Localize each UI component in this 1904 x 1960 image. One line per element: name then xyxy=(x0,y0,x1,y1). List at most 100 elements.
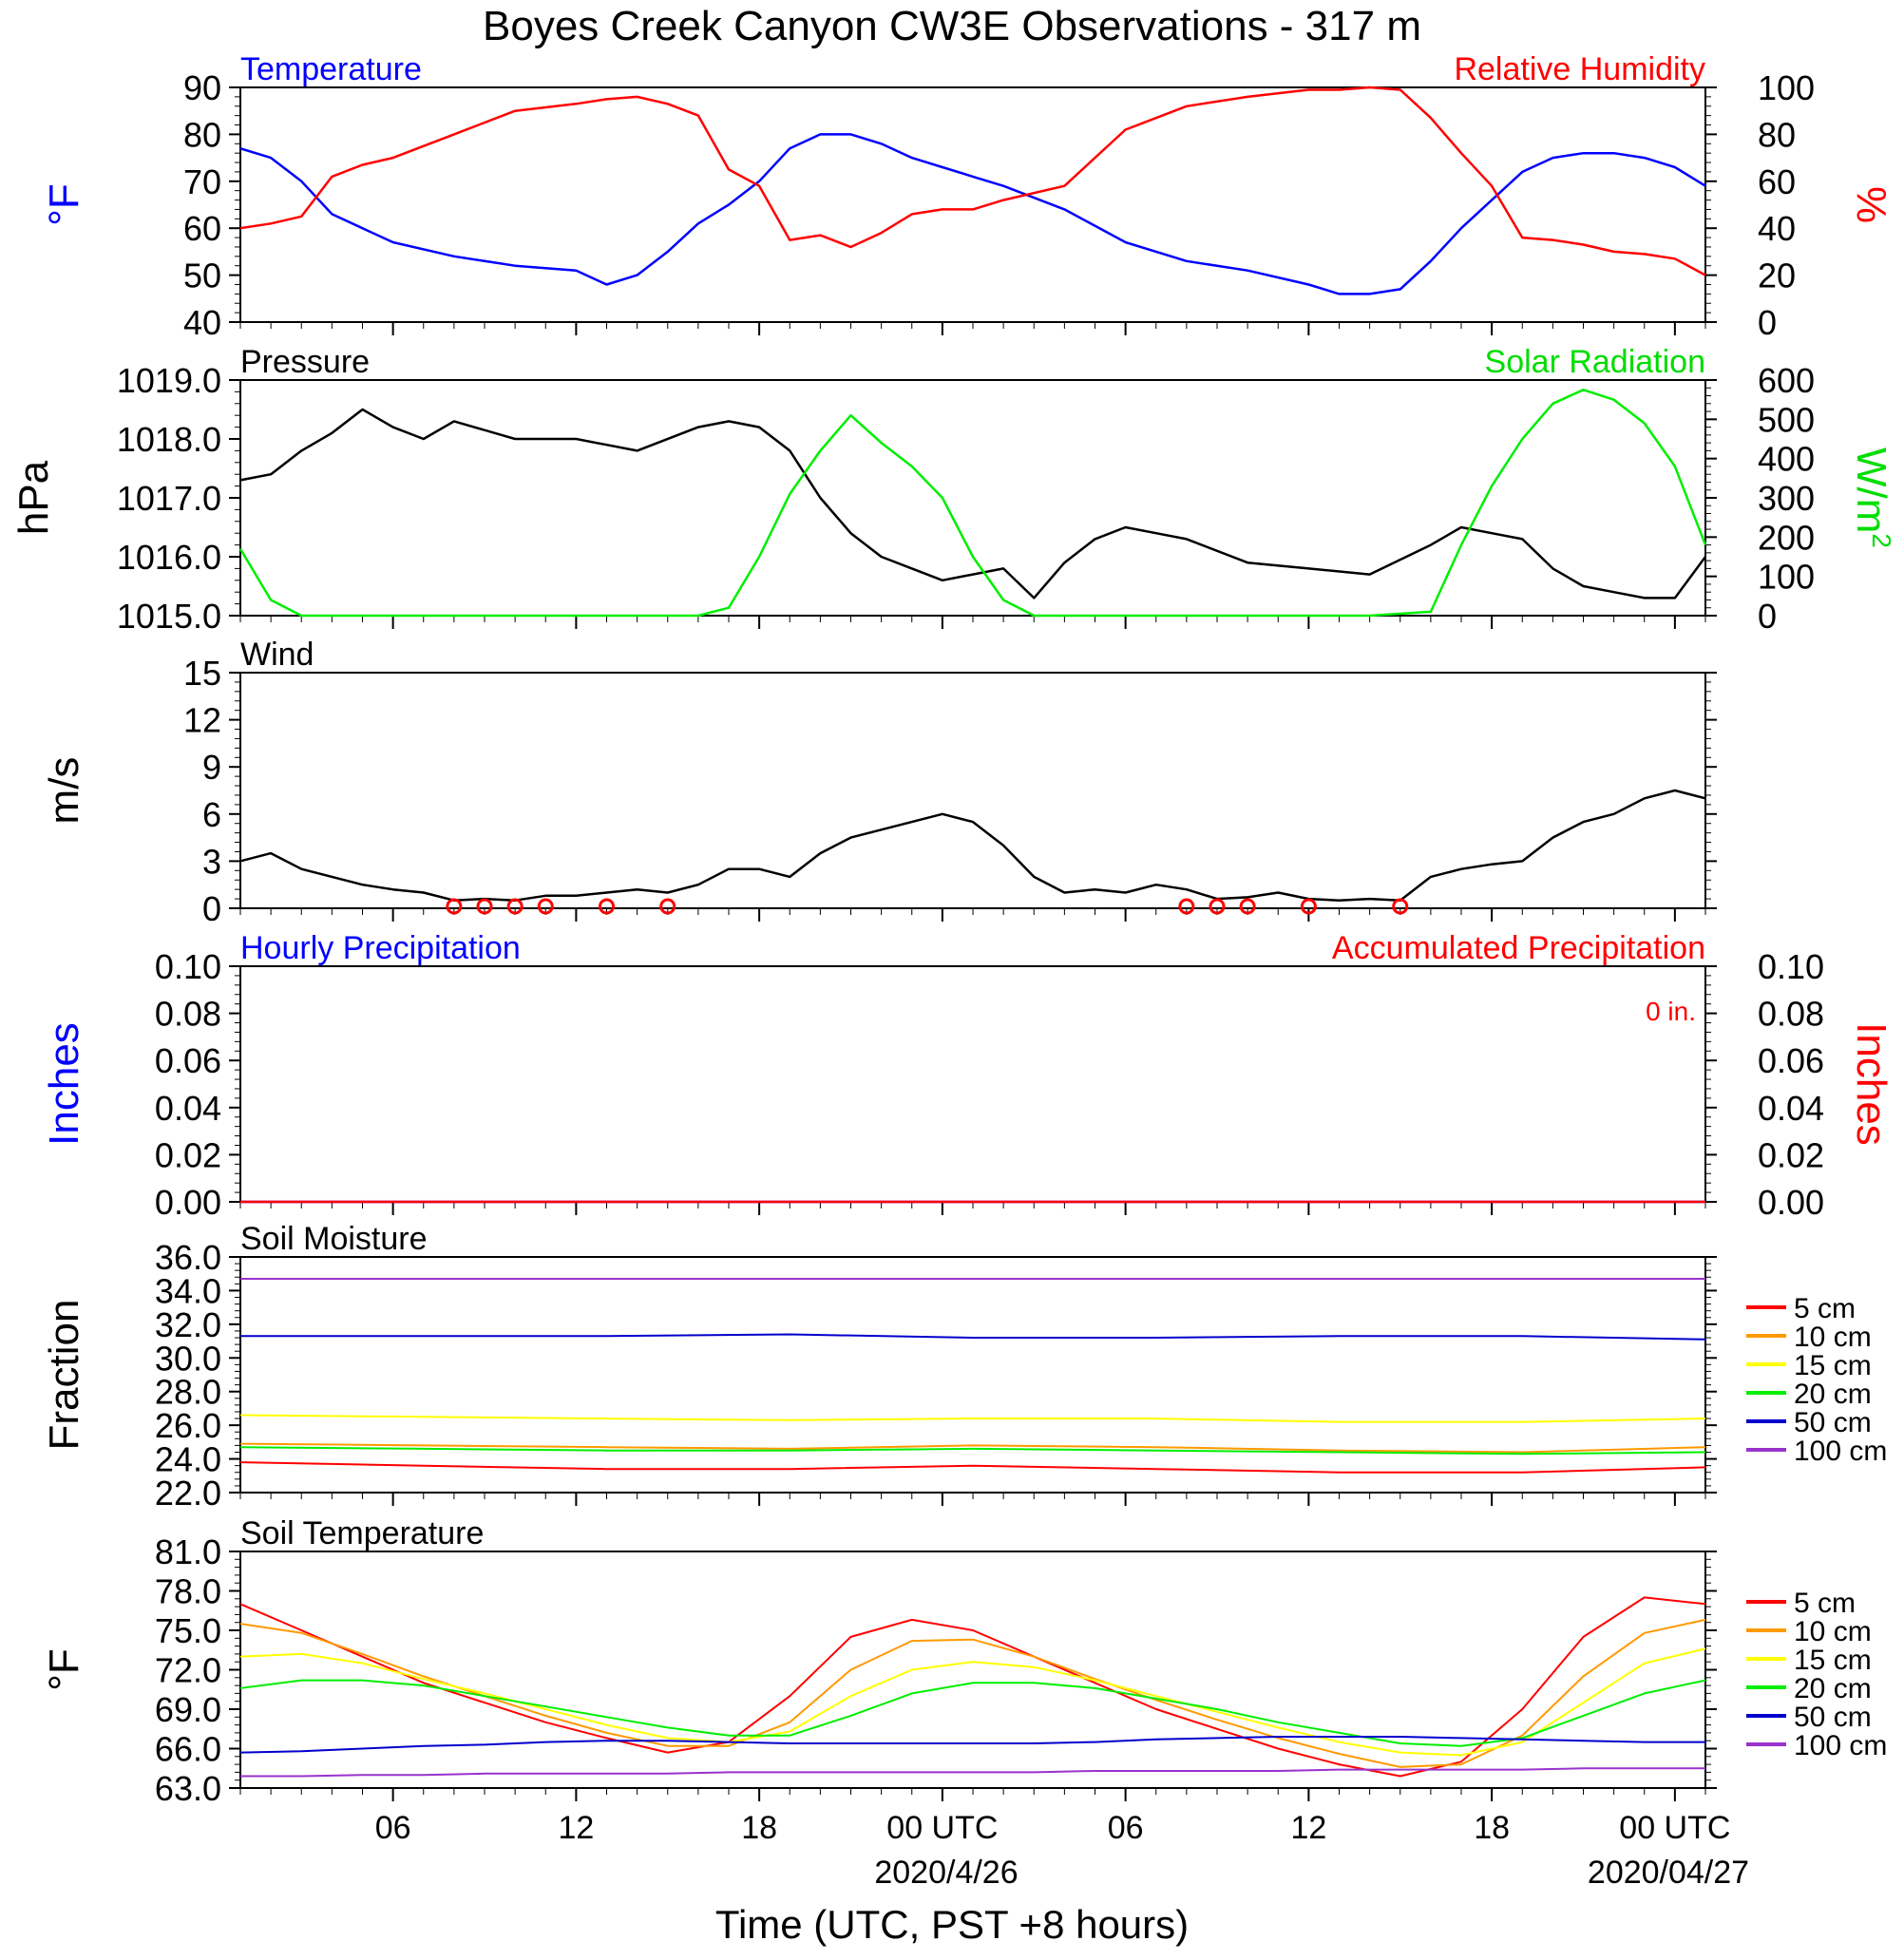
series-line-5-cm xyxy=(239,1461,1706,1474)
y-tick-label-right: 0 xyxy=(1758,303,1777,342)
panel-title-right: Solar Radiation xyxy=(1485,344,1705,380)
legend-label: 10 cm xyxy=(1794,1616,1872,1647)
y-tick-label-left: 36.0 xyxy=(155,1238,221,1277)
y-tick-label-right: 0.10 xyxy=(1758,947,1824,986)
x-tick-label: 00 UTC xyxy=(1619,1810,1730,1846)
legend-label: 50 cm xyxy=(1794,1702,1872,1733)
calm-wind-marker xyxy=(537,898,554,915)
series-line-100-cm xyxy=(240,1767,1705,1778)
y-tick-label-left: 34.0 xyxy=(155,1271,221,1310)
x-date-label-1: 2020/4/26 xyxy=(874,1855,1018,1891)
series-line-50-cm xyxy=(239,1736,1705,1754)
y-tick-label-left: 70 xyxy=(183,162,221,201)
y-tick-label-right: 80 xyxy=(1758,115,1796,154)
panel-title-left: Soil Temperature xyxy=(240,1515,484,1551)
x-tick-label: 12 xyxy=(558,1810,594,1846)
calm-wind-marker xyxy=(599,898,615,915)
y-tick-label-left: 72.0 xyxy=(155,1651,221,1690)
y-tick-label-right: 40 xyxy=(1758,209,1796,248)
y-tick-label-left: 15 xyxy=(183,654,221,693)
x-tick-label: 18 xyxy=(1474,1810,1510,1846)
y-tick-label-left: 9 xyxy=(202,748,221,787)
y-tick-label-left: 50 xyxy=(183,257,221,295)
y-tick-label-left: 63.0 xyxy=(155,1769,221,1808)
y-axis-label-right: % xyxy=(1848,186,1894,223)
y-tick-label-left: 26.0 xyxy=(155,1406,221,1445)
y-tick-label-left: 6 xyxy=(202,795,221,834)
y-tick-label-left: 0.02 xyxy=(155,1135,221,1174)
y-tick-label-right: 500 xyxy=(1758,400,1815,439)
calm-wind-marker xyxy=(1239,898,1256,915)
y-tick-label-left: 0.06 xyxy=(155,1041,221,1080)
legend-label: 20 cm xyxy=(1794,1673,1872,1704)
y-tick-label-left: 0.08 xyxy=(155,995,221,1034)
panel-temperature-humidity: 90 80 70 60 50 40 100 80 60 40 20 0 Temperature Relat… xyxy=(41,51,1894,342)
legend-label: 5 cm xyxy=(1794,1588,1856,1619)
y-tick-label-left: 0.10 xyxy=(155,947,221,986)
series-line-50-cm xyxy=(240,1333,1706,1341)
panel-annotation: 0 in. xyxy=(1646,997,1696,1026)
calm-wind-marker xyxy=(1209,898,1226,915)
x-tick-label: 00 UTC xyxy=(886,1810,998,1846)
x-tick-labels: 06 12 18 00 UTC 06 12 18 00 UTC xyxy=(375,1810,1731,1846)
series-line-20-cm xyxy=(239,1446,1706,1456)
series-line-5-cm xyxy=(239,1596,1706,1778)
y-axis-label-right: W/m2 xyxy=(1848,447,1896,548)
series-line-solar-radiation xyxy=(238,389,1707,618)
calm-wind-marker xyxy=(1392,898,1409,915)
y-tick-label-left: 12 xyxy=(183,701,221,740)
y-tick-label-left: 60 xyxy=(183,209,221,248)
y-axis-label-right: Inches xyxy=(1848,1022,1894,1146)
panel-soil-moisture: 36.034.032.030.028.026.024.022.0 Soil Moi… xyxy=(41,1221,1887,1513)
panel-title-left: Hourly Precipitation xyxy=(240,930,521,966)
y-tick-label-left: 1016.0 xyxy=(117,538,221,577)
series-line-relative-humidity xyxy=(239,86,1706,276)
y-axis-label-left: Fraction xyxy=(41,1300,87,1451)
y-tick-label-left: 66.0 xyxy=(155,1730,221,1769)
y-tick-label-right: 0.06 xyxy=(1758,1041,1824,1080)
x-axis-label: Time (UTC, PST +8 hours) xyxy=(715,1902,1189,1947)
y-tick-label-right: 20 xyxy=(1758,257,1796,295)
x-tick-label: 12 xyxy=(1290,1810,1326,1846)
panel-wind: 15 12 9 6 3 0 Wind m/s xyxy=(41,637,1717,928)
y-tick-label-right: 100 xyxy=(1758,68,1815,107)
series-line-20-cm xyxy=(239,1679,1706,1747)
y-tick-label-left: 81.0 xyxy=(155,1532,221,1571)
y-tick-label-right: 0.02 xyxy=(1758,1135,1824,1174)
y-tick-label-right: 60 xyxy=(1758,162,1796,201)
panel-title-left: Soil Moisture xyxy=(240,1221,428,1257)
legend-label: 10 cm xyxy=(1794,1322,1872,1353)
x-tick-label: 06 xyxy=(1108,1810,1144,1846)
panel-title-left: Temperature xyxy=(240,51,422,87)
y-tick-label-left: 22.0 xyxy=(155,1474,221,1513)
legend-label: 50 cm xyxy=(1794,1407,1872,1438)
legend-label: 15 cm xyxy=(1794,1350,1872,1381)
calm-wind-marker xyxy=(506,898,524,915)
legend-label: 5 cm xyxy=(1794,1293,1856,1324)
y-tick-label-left: 0 xyxy=(202,889,221,928)
y-tick-label-left: 24.0 xyxy=(155,1440,221,1479)
series-line-15-cm xyxy=(239,1647,1706,1757)
y-tick-label-left: 3 xyxy=(202,842,221,881)
chart-title: Boyes Creek Canyon CW3E Observations - 3… xyxy=(483,3,1421,49)
series-line-15-cm xyxy=(239,1414,1706,1423)
calm-wind-marker xyxy=(1178,898,1195,915)
panel-title-left: Wind xyxy=(240,637,314,673)
y-tick-label-left: 0.04 xyxy=(155,1089,221,1128)
y-tick-label-left: 30.0 xyxy=(155,1339,221,1378)
panel-pressure-solar: 1019.0 1018.0 1017.0 1016.0 1015.0 6005004003… xyxy=(10,344,1896,636)
series-line-pressure xyxy=(239,408,1707,599)
legend-label: 15 cm xyxy=(1794,1645,1872,1676)
panel-title-right: Relative Humidity xyxy=(1454,51,1705,87)
series-line-10-cm xyxy=(239,1442,1706,1454)
y-tick-label-left: 75.0 xyxy=(155,1611,221,1650)
panel-soil-temperature: 81.078.075.072.069.066.063.0 Soil Tempera… xyxy=(41,1515,1887,1808)
y-tick-label-right: 400 xyxy=(1758,440,1815,479)
legend-label: 100 cm xyxy=(1794,1730,1887,1761)
y-tick-label-left: 1018.0 xyxy=(117,420,221,459)
x-tick-label: 06 xyxy=(375,1810,411,1846)
panel-precipitation: 0.10 0.08 0.06 0.04 0.02 0.00 0.10 0.08 0.06 0.04… xyxy=(41,930,1894,1222)
y-tick-label-left: 80 xyxy=(183,115,221,154)
y-axis-label-left: Inches xyxy=(41,1022,87,1146)
y-tick-label-left: 40 xyxy=(183,303,221,342)
